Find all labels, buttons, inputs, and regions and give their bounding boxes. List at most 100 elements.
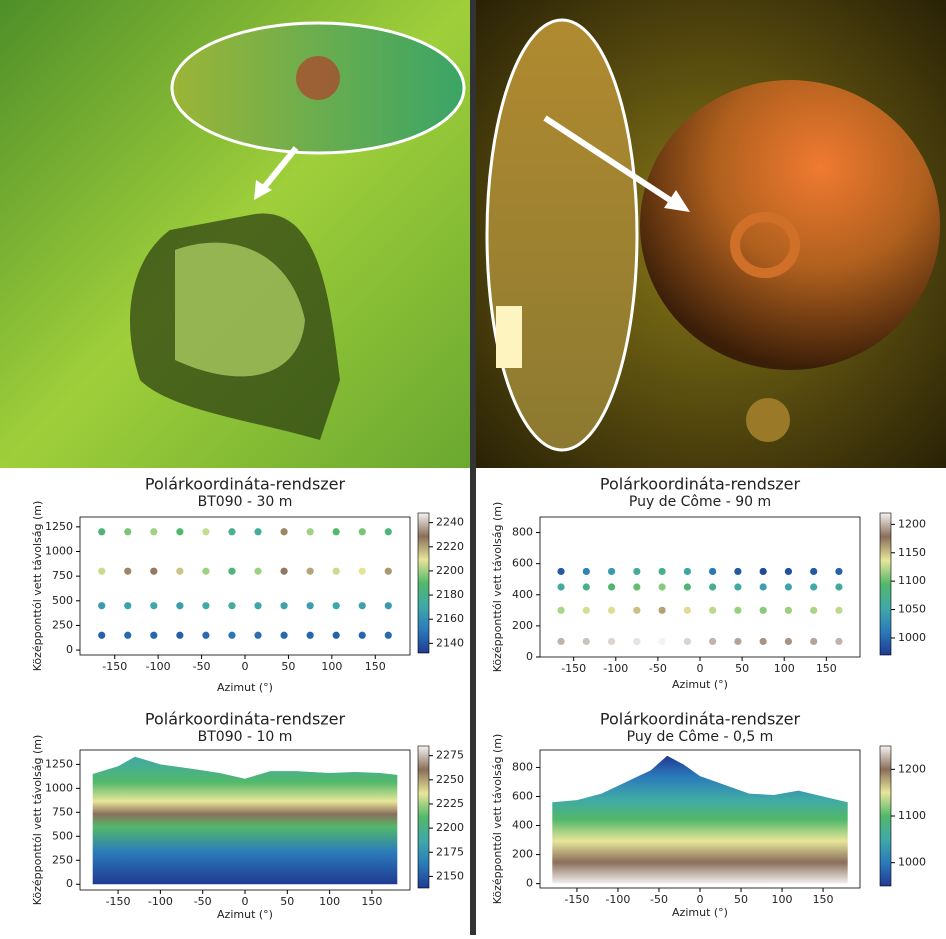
divider (470, 0, 476, 935)
y-axis-label: Középponttól vett távolság (m) (491, 502, 504, 673)
data-point (202, 568, 209, 575)
x-tick-label: 100 (321, 660, 342, 673)
data-point (734, 568, 741, 575)
data-point (583, 568, 590, 575)
x-tick-label: -50 (194, 895, 212, 908)
colorbar (880, 746, 891, 886)
data-point (307, 602, 314, 609)
x-axis-label: Azimut (°) (672, 678, 728, 691)
data-point (709, 607, 716, 614)
data-point (608, 638, 615, 645)
x-tick-label: 50 (734, 893, 748, 906)
data-point (228, 632, 235, 639)
y-tick-label: 800 (512, 526, 533, 539)
data-point (385, 632, 392, 639)
area (552, 756, 847, 884)
data-point (202, 528, 209, 535)
colorbar-tick-label: 2225 (436, 797, 464, 810)
colorbar-tick-label: 1000 (898, 856, 926, 869)
data-point (608, 583, 615, 590)
chart-title: Polárkoordináta-rendszer (145, 710, 346, 729)
x-tick-label: 150 (816, 662, 837, 675)
colorbar-tick-label: 2240 (436, 516, 464, 529)
chart-subtitle: Puy de Côme - 90 m (629, 494, 771, 510)
data-point (150, 568, 157, 575)
data-point (228, 568, 235, 575)
page: {"chart_data":[ {"type":"scatter","title… (0, 0, 946, 939)
y-tick-label: 250 (52, 618, 73, 631)
data-point (254, 602, 261, 609)
x-tick-label: 150 (813, 893, 834, 906)
x-tick-label: -100 (603, 662, 628, 675)
data-point (98, 568, 105, 575)
data-point (385, 602, 392, 609)
y-tick-label: 1250 (45, 520, 73, 533)
data-point (583, 607, 590, 614)
y-tick-label: 400 (512, 819, 533, 832)
data-point (280, 568, 287, 575)
y-tick-label: 0 (526, 650, 533, 663)
data-point (280, 528, 287, 535)
data-point (307, 528, 314, 535)
data-point (684, 583, 691, 590)
data-point (150, 632, 157, 639)
data-point (98, 602, 105, 609)
area (93, 757, 398, 885)
data-point (760, 638, 767, 645)
x-tick-label: -150 (106, 895, 131, 908)
data-point (760, 568, 767, 575)
y-tick-label: 400 (512, 588, 533, 601)
data-point (659, 607, 666, 614)
data-point (176, 632, 183, 639)
data-point (810, 583, 817, 590)
data-point (557, 583, 564, 590)
y-tick-label: 0 (66, 643, 73, 656)
colorbar-tick-label: 1050 (898, 603, 926, 616)
x-tick-label: -50 (193, 660, 211, 673)
data-point (583, 583, 590, 590)
data-point (785, 568, 792, 575)
data-point (633, 607, 640, 614)
data-point (633, 638, 640, 645)
colorbar (418, 513, 429, 653)
chart-subtitle: BT090 - 10 m (198, 729, 293, 745)
colorbar-tick-label: 1200 (898, 517, 926, 530)
data-point (359, 568, 366, 575)
data-point (307, 568, 314, 575)
data-point (254, 568, 261, 575)
y-tick-label: 500 (52, 829, 73, 842)
data-point (760, 607, 767, 614)
data-point (633, 583, 640, 590)
y-tick-label: 750 (52, 569, 73, 582)
x-tick-label: 100 (772, 893, 793, 906)
y-tick-label: 200 (512, 848, 533, 861)
data-point (835, 638, 842, 645)
terrain-image-right (476, 0, 946, 468)
x-tick-label: -100 (146, 660, 171, 673)
data-point (785, 638, 792, 645)
x-axis-label: Azimut (°) (217, 908, 273, 921)
colorbar-tick-label: 2200 (436, 564, 464, 577)
data-point (835, 583, 842, 590)
data-point (150, 528, 157, 535)
figure: Polárkoordináta-rendszerBT090 - 30 mAzim… (0, 0, 946, 935)
data-point (176, 568, 183, 575)
data-point (557, 638, 564, 645)
x-tick-label: 50 (280, 895, 294, 908)
y-tick-label: 750 (52, 805, 73, 818)
data-point (228, 528, 235, 535)
y-tick-label: 0 (526, 877, 533, 890)
data-point (124, 568, 131, 575)
data-point (254, 632, 261, 639)
y-axis-label: Középponttól vett távolság (m) (31, 735, 44, 906)
data-point (202, 602, 209, 609)
x-tick-label: 100 (319, 895, 340, 908)
data-point (734, 638, 741, 645)
x-tick-label: 100 (774, 662, 795, 675)
colorbar-tick-label: 2160 (436, 612, 464, 625)
data-point (280, 602, 287, 609)
data-point (709, 583, 716, 590)
data-point (98, 528, 105, 535)
x-tick-label: 150 (365, 660, 386, 673)
